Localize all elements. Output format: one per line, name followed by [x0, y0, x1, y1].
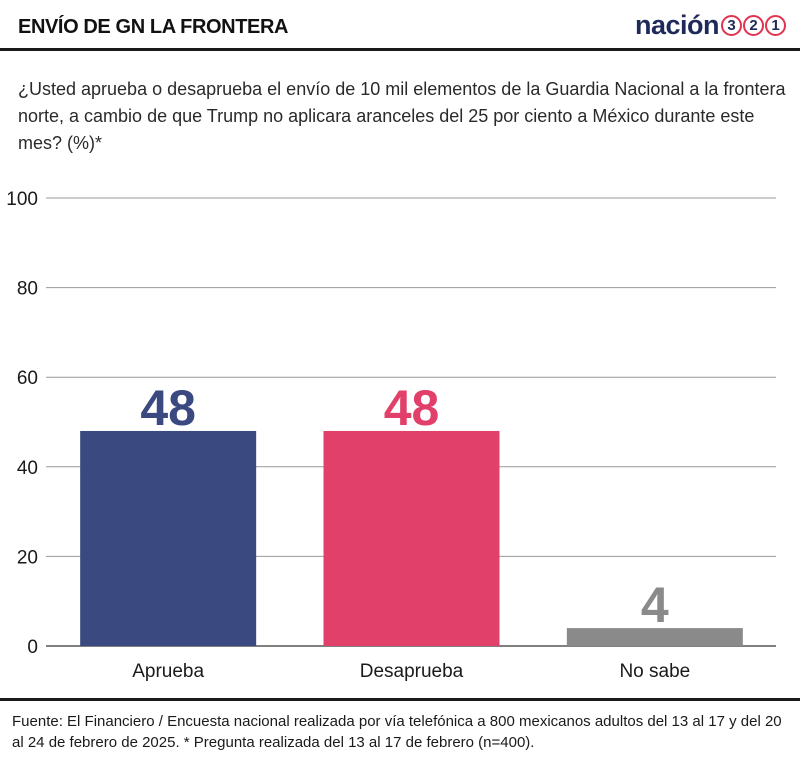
- y-tick-label: 80: [17, 279, 38, 300]
- x-tick-label: Desaprueba: [360, 661, 464, 682]
- data-label: 4: [641, 577, 669, 633]
- bar-chart: 0 20 40 60 80 100 48 Aprueba 48 Desaprueba 4 No sab…: [6, 189, 776, 682]
- y-tick-label: 60: [17, 368, 38, 389]
- data-label: 48: [384, 380, 440, 436]
- chart-title: ENVÍO DE GN LA FRONTERA: [18, 16, 289, 38]
- y-tick-label: 20: [17, 547, 38, 568]
- y-tick-label: 0: [27, 637, 38, 658]
- x-tick-label: No sabe: [619, 661, 690, 682]
- logo-digit-3: 1: [765, 15, 786, 36]
- bottom-divider: [0, 698, 800, 701]
- x-tick-label: Aprueba: [132, 661, 204, 682]
- logo-digits: 3 2 1: [720, 15, 786, 36]
- top-divider: [0, 48, 800, 51]
- data-label: 48: [140, 380, 196, 436]
- logo-digit-2: 2: [743, 15, 764, 36]
- logo-wordmark: nación: [634, 10, 720, 40]
- bar-desaprueba: [323, 430, 500, 646]
- brand-logo: nación 3 2 1: [635, 10, 786, 41]
- bar-aprueba: [80, 430, 257, 646]
- y-tick-label: 100: [6, 189, 38, 210]
- survey-question: ¿Usted aprueba o desaprueba el envío de …: [18, 79, 786, 153]
- logo-digit-1: 3: [721, 15, 742, 36]
- source-note: Fuente: El Financiero / Encuesta naciona…: [12, 713, 782, 751]
- bar-no-sabe: [566, 628, 743, 646]
- y-tick-label: 40: [17, 458, 38, 479]
